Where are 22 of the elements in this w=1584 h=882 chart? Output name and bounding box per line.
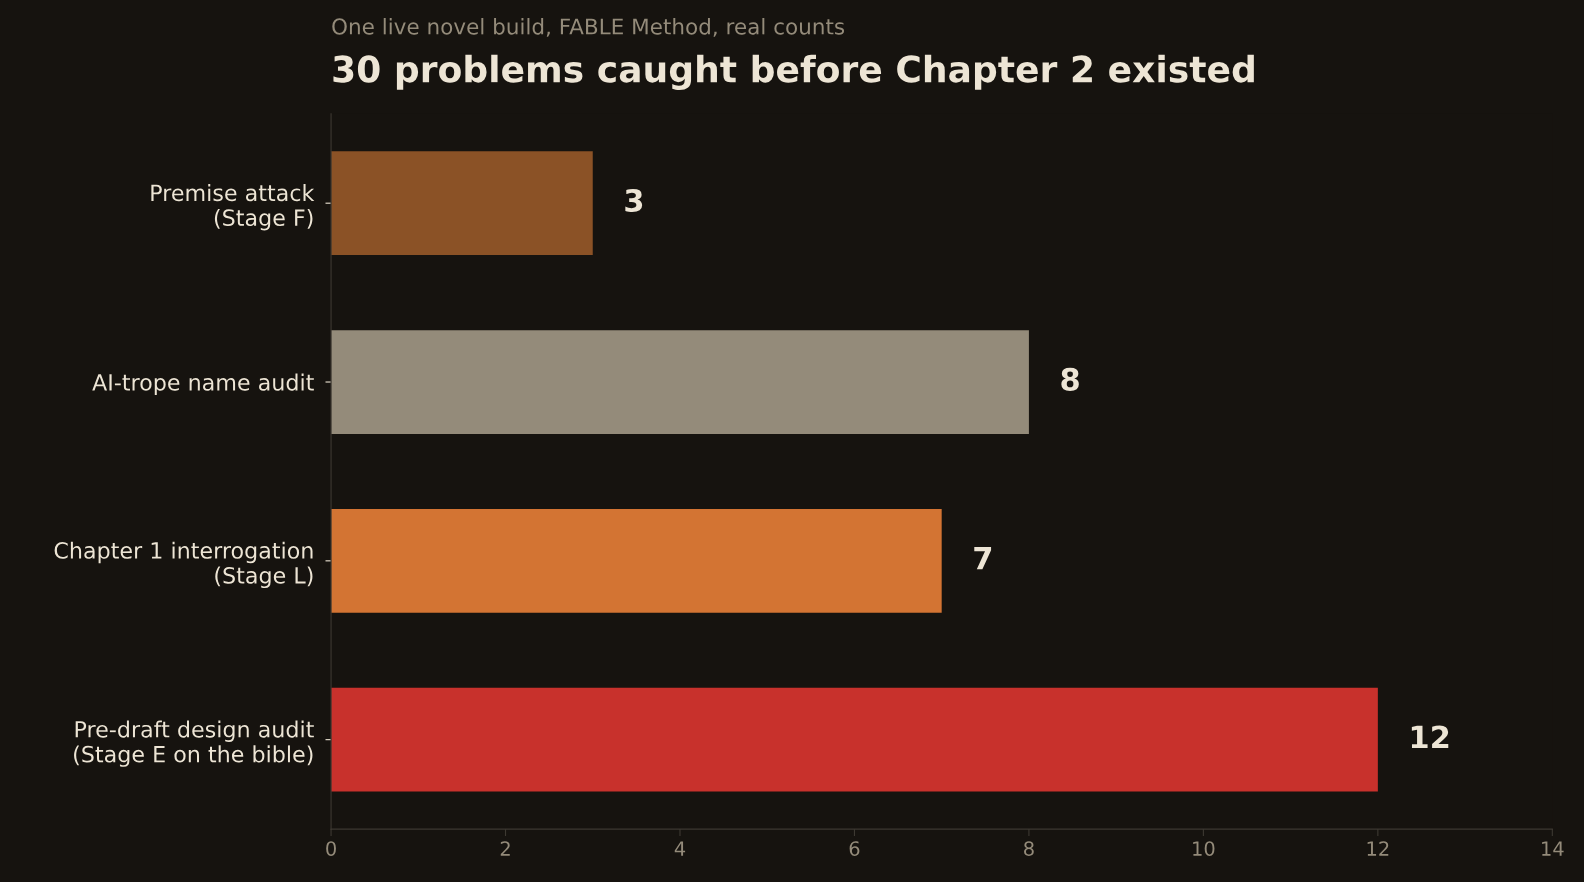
- x-tick-label: 4: [674, 841, 686, 856]
- bar: [331, 151, 593, 256]
- y-tick-label: Pre-draft design audit (Stage E on the bible): [74, 720, 314, 767]
- x-tick-label: 14: [1542, 841, 1564, 856]
- data-label: 7: [974, 547, 992, 570]
- data-label: 3: [625, 188, 643, 213]
- y-tick-label: AI-trope name audit: [92, 373, 314, 396]
- y-tick-label: Premise attack (Stage F): [151, 183, 315, 231]
- chart-title: 30 problems caught before Chapter 2 existed: [333, 54, 1254, 90]
- x-tick-label: 10: [1193, 841, 1215, 856]
- y-tick-label: Chapter 1 interrogation (Stage L): [54, 541, 313, 589]
- x-tick-label: 6: [849, 841, 860, 856]
- data-label: 12: [1411, 725, 1449, 749]
- bar: [331, 687, 1378, 792]
- x-tick-label: 8: [1024, 841, 1034, 856]
- bar: [331, 330, 1029, 434]
- x-tick-label: 2: [500, 841, 510, 856]
- x-tick-label: 12: [1367, 841, 1389, 856]
- data-label: 8: [1061, 367, 1079, 391]
- chart-subtitle: One live novel build, FABLE Method, real counts: [332, 17, 845, 37]
- bar: [331, 508, 942, 613]
- x-tick-label: 0: [326, 841, 336, 856]
